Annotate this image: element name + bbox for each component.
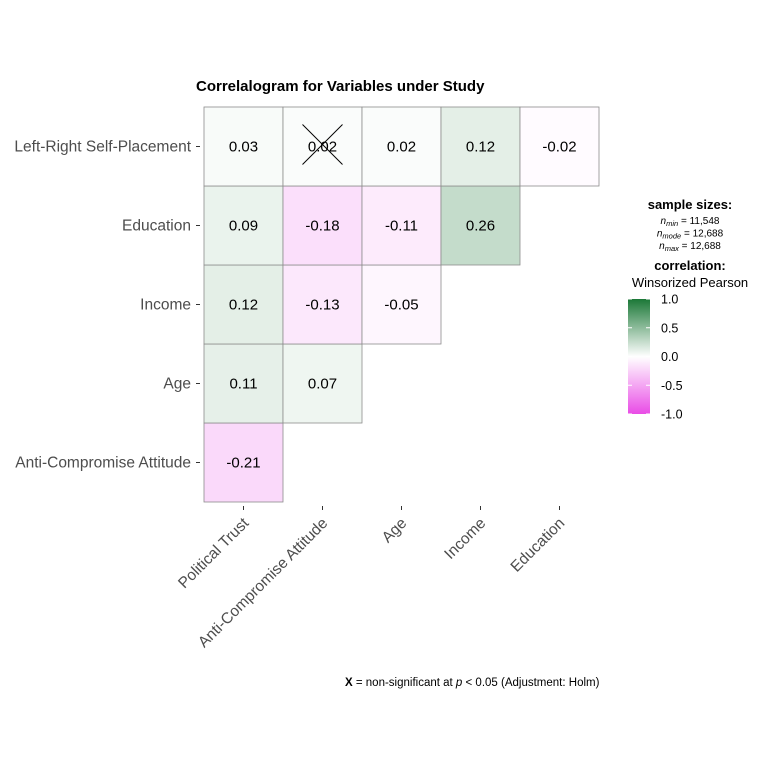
cell-value-label: 0.11	[229, 376, 257, 393]
cell-value-label: 0.12	[466, 139, 495, 156]
x-tick-label: Education	[508, 515, 569, 576]
heatmap-cell	[361, 264, 442, 345]
cell-value-label: -0.13	[305, 297, 339, 314]
heatmap-cell	[361, 185, 442, 266]
cell-value-label: 0.02	[308, 139, 337, 156]
y-tick-label: Income	[140, 297, 191, 314]
heatmap-cell	[203, 422, 284, 503]
colorbar-tick-label: 0.0	[661, 350, 678, 364]
colorbar-tick-label: 1.0	[661, 293, 678, 307]
caption-suffix: < 0.05 (Adjustment: Holm)	[462, 677, 599, 689]
cell-value-label: -0.21	[226, 455, 260, 472]
cell-value-label: 0.03	[229, 139, 258, 156]
colorbar-tick-label: 0.5	[661, 321, 678, 335]
heatmap-cell	[203, 185, 284, 266]
caption-prefix: = non-significant at	[353, 677, 456, 689]
heatmap-cell	[440, 106, 521, 187]
colorbar	[628, 299, 650, 414]
x-tick-label: Political Trust	[175, 514, 253, 592]
colorbar-tick-label: -1.0	[661, 408, 683, 422]
cell-value-label: -0.18	[305, 218, 339, 235]
cell-value-label: -0.02	[542, 139, 576, 156]
y-tick-label: Age	[163, 376, 191, 393]
chart-caption: X = non-significant at p < 0.05 (Adjustm…	[345, 677, 600, 689]
heatmap-cell	[282, 264, 363, 345]
sample-size-line: nmode = 12,688	[657, 229, 724, 241]
heatmap-cell	[282, 185, 363, 266]
y-axis: Anti-Compromise Attitude Age Income Educati…	[14, 139, 200, 472]
heatmap-cell	[519, 106, 600, 187]
x-tick-label: Anti-Compromise Attitude	[195, 515, 331, 651]
cell-value-label: 0.07	[308, 376, 337, 393]
cell-value-label: 0.09	[229, 218, 258, 235]
y-tick-label: Anti-Compromise Attitude	[15, 455, 191, 472]
caption-x-mark: X	[345, 677, 353, 689]
cell-value-label: 0.12	[229, 297, 258, 314]
legend-correlation-title: correlation:	[654, 258, 726, 273]
heatmap-cell	[203, 343, 284, 424]
nonsignificant-cross-line	[302, 124, 343, 165]
y-tick-label: Education	[122, 218, 191, 235]
legend-correlation-type: Winsorized Pearson	[632, 275, 748, 290]
heatmap-cell	[361, 106, 442, 187]
sample-size-line: nmax = 12,688	[659, 241, 721, 253]
chart-title: Correlalogram for Variables under Study	[196, 78, 485, 95]
legend-sample-sizes-title: sample sizes:	[648, 197, 733, 212]
caption-p: p	[455, 677, 463, 689]
y-tick-label: Left-Right Self-Placement	[14, 139, 191, 156]
cell-value-label: -0.05	[384, 297, 418, 314]
heatmap-tiles: -0.21 0.11 0.07 0.12 -0.13 -0.05 0.09 -0.18 -0.1…	[203, 106, 600, 503]
x-tick-label: Age	[379, 515, 411, 547]
heatmap-cell	[203, 264, 284, 345]
cell-value-label: 0.02	[387, 139, 416, 156]
colorbar-tick-label: -0.5	[661, 379, 683, 393]
heatmap-cell	[440, 185, 521, 266]
x-tick-label: Income	[441, 515, 489, 563]
cell-value-label: 0.26	[466, 218, 495, 235]
cell-value-label: -0.11	[385, 218, 418, 235]
colorbar-ticks: 1.0 0.5 0.0 -0.5 -1.0	[628, 293, 683, 422]
sample-size-line: nmin = 11,548	[661, 216, 720, 228]
heatmap-cell	[282, 106, 363, 187]
